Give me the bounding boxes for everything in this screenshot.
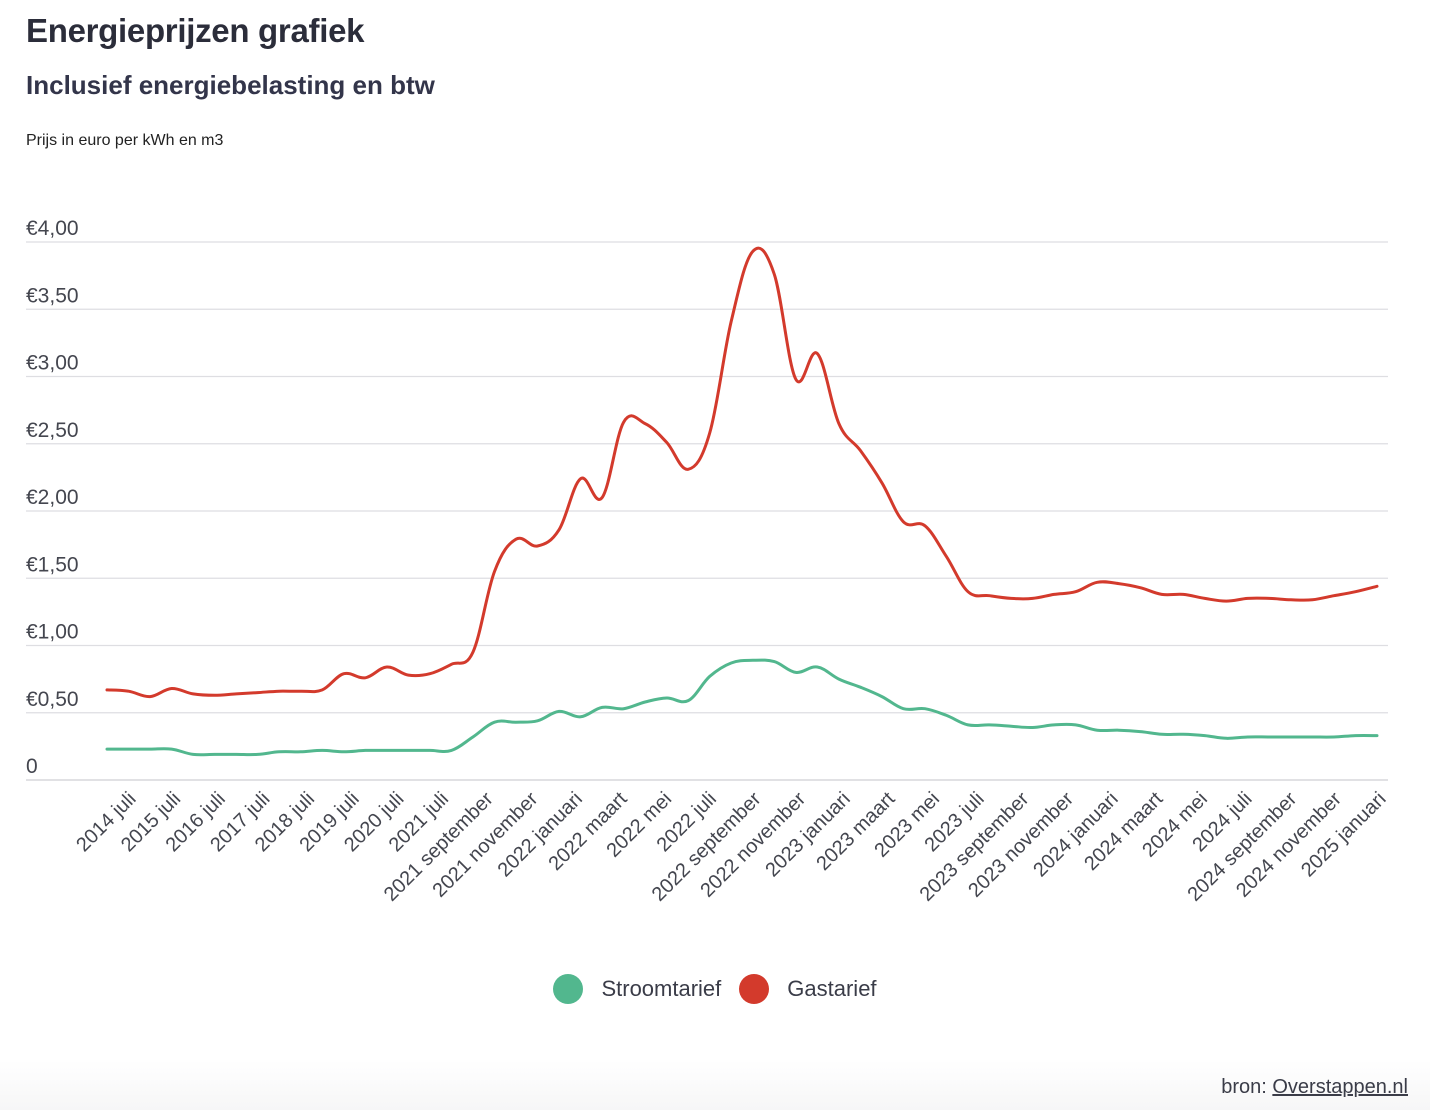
chart-subtitle: Inclusief energiebelasting en btw [26,70,435,100]
legend-label: Gastarief [787,976,877,1001]
series-line-stroomtarief[interactable] [105,658,1379,757]
legend-dot-icon [739,974,770,1004]
line-chart: 0 €0,50 €1,00 €1,50 €2,00 €2,50 €3,00 €3,50 €4,0… [26,217,1391,906]
legend-label: Stroomtarief [601,976,722,1001]
series-line-gastarief[interactable] [105,246,1379,699]
y-tick-label: €1,00 [26,621,79,644]
y-tick-label: €1,50 [26,553,79,576]
source-link[interactable]: Overstappen.nl [1272,1076,1408,1098]
y-tick-label: €3,00 [26,352,79,375]
grid-lines [26,241,1388,781]
y-axis-ticks: 0 €0,50 €1,00 €1,50 €2,00 €2,50 €3,00 €3,50 €4,0… [26,217,79,778]
series-lines [105,246,1379,757]
legend-dot-icon [553,974,584,1004]
footer: bron: Overstappen.nl [0,1060,1430,1110]
y-tick-label: €4,00 [26,217,79,240]
source-prefix: bron: [1221,1076,1267,1098]
y-tick-label: €2,00 [26,486,79,509]
chart-title: Energieprijzen grafiek [26,12,365,49]
legend-item-stroomtarief[interactable]: Stroomtarief [553,974,721,1004]
source-credit: bron: Overstappen.nl [1221,1076,1408,1099]
y-tick-label: 0 [26,755,38,778]
y-axis-label: Prijs in euro per kWh en m3 [26,132,224,149]
y-tick-label: €0,50 [26,688,79,711]
legend: Stroomtarief Gastarief [0,974,1430,1004]
legend-item-gastarief[interactable]: Gastarief [739,974,877,1004]
y-tick-label: €2,50 [26,419,79,442]
y-tick-label: €3,50 [26,284,79,307]
